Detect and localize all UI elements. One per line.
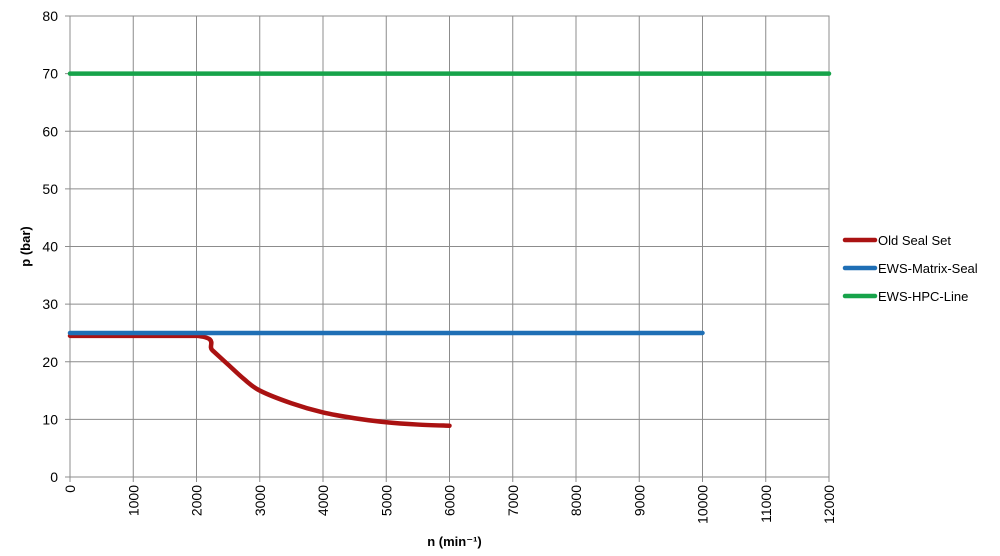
y-tick-label: 80	[42, 8, 58, 24]
x-tick-label: 7000	[505, 485, 521, 516]
x-tick-label: 12000	[821, 485, 837, 524]
y-tick-label: 0	[50, 469, 58, 485]
y-tick-label: 10	[42, 411, 58, 427]
legend: Old Seal Set EWS-Matrix-Seal EWS-HPC-Line	[842, 233, 978, 304]
plot-area-border	[69, 15, 830, 478]
series-lines	[67, 71, 832, 428]
x-tick-label: 5000	[378, 485, 394, 516]
y-tick-label: 30	[42, 296, 58, 312]
y-tick-label: 50	[42, 181, 58, 197]
legend-label-old-seal-set: Old Seal Set	[878, 233, 951, 248]
x-tick-label: 1000	[125, 485, 141, 516]
x-tick-label: 6000	[442, 485, 458, 516]
x-tick-label: 0	[62, 485, 78, 493]
x-tick-label: 11000	[758, 485, 774, 523]
x-tick-label: 2000	[189, 485, 205, 516]
x-tick-label: 9000	[631, 485, 647, 516]
y-tick-label: 20	[42, 354, 58, 370]
y-tick-label: 70	[42, 66, 58, 82]
x-tick-label: 3000	[252, 485, 268, 516]
legend-label-ews-hpc-line: EWS-HPC-Line	[878, 289, 968, 304]
x-tick-label: 4000	[315, 485, 331, 516]
tick-labels: 0 10 20 30 40 50 60 70 80 0 1000 2000 3000 4000 5000 60…	[42, 8, 837, 524]
x-tick-label: 10000	[695, 485, 711, 524]
y-axis-title: p (bar)	[18, 226, 33, 266]
grid-lines	[69, 15, 830, 478]
y-tick-label: 40	[42, 239, 58, 255]
axes	[65, 15, 830, 482]
y-tick-label: 60	[42, 123, 58, 139]
x-tick-label: 8000	[568, 485, 584, 516]
legend-label-ews-matrix-seal: EWS-Matrix-Seal	[878, 261, 978, 276]
series-line-old-seal-set	[67, 333, 452, 428]
x-axis-title: n (min⁻¹)	[427, 534, 482, 549]
